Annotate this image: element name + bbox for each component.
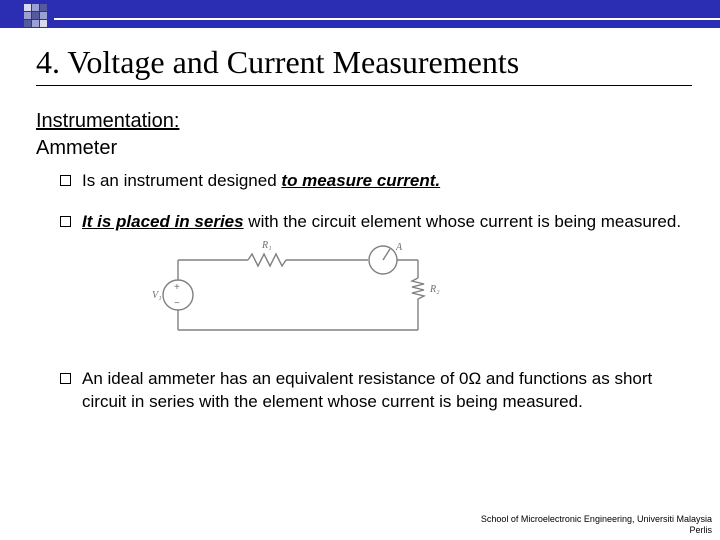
list-item: Is an instrument designed to measure cur… bbox=[60, 170, 692, 193]
slide-banner bbox=[0, 0, 720, 28]
svg-text:−: − bbox=[174, 298, 180, 309]
b1-text: Is an instrument designed bbox=[82, 171, 281, 190]
b3-text: An ideal ammeter has an equivalent resis… bbox=[82, 369, 652, 411]
banner-rule bbox=[54, 18, 720, 20]
list-item: An ideal ammeter has an equivalent resis… bbox=[60, 368, 692, 414]
page-title: 4. Voltage and Current Measurements bbox=[36, 44, 692, 81]
label-r2: R₂ bbox=[429, 284, 440, 295]
section-heading: Instrumentation: bbox=[36, 108, 692, 135]
bullet-list: Is an instrument designed to measure cur… bbox=[60, 170, 692, 414]
b2-text: with the circuit element whose current i… bbox=[244, 212, 681, 231]
b2-em: It is placed in series bbox=[82, 212, 244, 231]
slide-content: 4. Voltage and Current Measurements Inst… bbox=[0, 28, 720, 414]
banner-squares-decor bbox=[24, 4, 47, 27]
footer-line2: Perlis bbox=[481, 525, 712, 536]
title-rule bbox=[36, 85, 692, 86]
list-item: It is placed in series with the circuit … bbox=[60, 211, 692, 350]
section-sub: Ammeter bbox=[36, 135, 692, 162]
label-a: A bbox=[395, 242, 403, 253]
label-v1: V₁ bbox=[152, 290, 162, 301]
slide-footer: School of Microelectronic Engineering, U… bbox=[481, 514, 712, 536]
b1-em: to measure current. bbox=[281, 171, 440, 190]
footer-line1: School of Microelectronic Engineering, U… bbox=[481, 514, 712, 525]
label-r1: R₁ bbox=[261, 240, 272, 251]
svg-text:+: + bbox=[174, 282, 180, 293]
circuit-diagram: + − V₁ R₁ R₂ A bbox=[138, 240, 692, 350]
